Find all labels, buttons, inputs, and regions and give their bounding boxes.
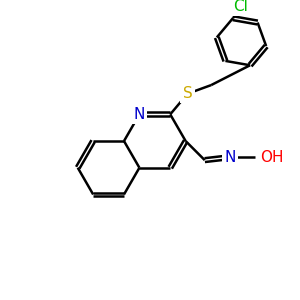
Text: Cl: Cl	[233, 0, 248, 14]
Text: OH: OH	[261, 150, 284, 165]
Text: N: N	[134, 107, 145, 122]
Text: S: S	[183, 86, 192, 101]
Text: N: N	[224, 150, 236, 165]
